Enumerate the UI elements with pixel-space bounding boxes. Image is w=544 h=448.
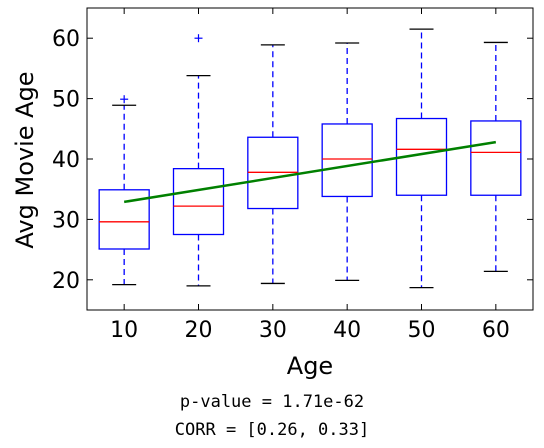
iqr-box [470,120,522,196]
box-30 [247,44,299,285]
y-axis-title: Avg Movie Age [11,71,39,248]
y-tick-label: 60 [52,27,80,52]
x-tick-label: 40 [333,318,361,343]
x-tick-label: 60 [482,318,510,343]
outlier-marker [194,34,203,43]
p-value-text: p-value = 1.71e-62 [179,392,365,412]
y-tick-label: 50 [52,88,80,113]
box-20 [172,34,225,287]
box-60 [470,41,522,272]
y-tick-label: 40 [52,148,80,173]
box-plot-chart: 10 20 30 40 50 60 20 30 40 50 60 Age Avg Movie Age [11,7,534,380]
box-40 [321,42,373,282]
y-tick-label: 30 [52,208,80,233]
trend-line [123,140,497,204]
x-tick-label: 10 [110,318,138,343]
x-tick-label: 50 [408,318,436,343]
x-tick-label: 20 [185,318,213,343]
boxes-layer [98,28,522,289]
box-50 [395,28,448,289]
iqr-box [172,168,225,236]
plot-frame [86,7,534,311]
iqr-box [321,123,373,198]
iqr-box [98,189,150,250]
ticks-layer: 10 20 30 40 50 60 20 30 40 50 60 [52,8,533,343]
box-10 [98,95,150,286]
outlier-marker [120,95,129,104]
x-tick-label: 30 [259,318,287,343]
y-tick-label: 20 [52,269,80,294]
x-axis-title: Age [287,352,333,380]
correlation-text: CORR = [0.26, 0.33] [174,420,370,440]
